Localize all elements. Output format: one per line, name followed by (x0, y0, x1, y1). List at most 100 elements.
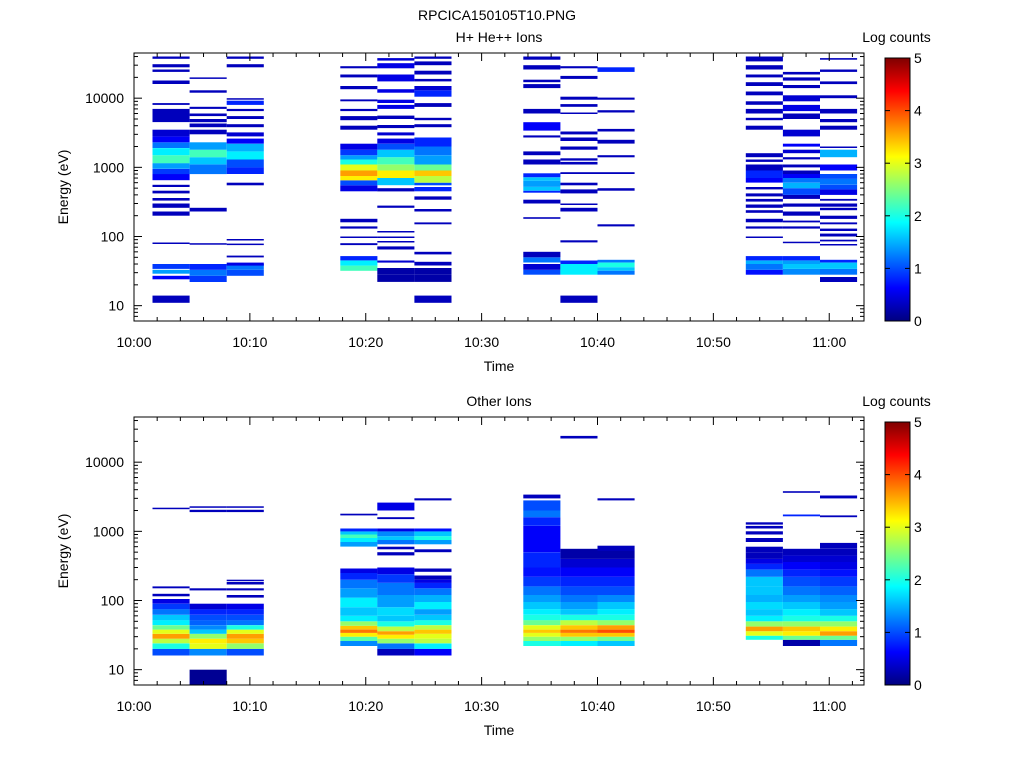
heatmap-cell (820, 233, 858, 237)
heatmap-cell (414, 633, 452, 639)
heatmap-cell (414, 170, 452, 176)
heatmap-cell (377, 115, 415, 119)
heatmap-cell (414, 146, 452, 156)
heatmap-cell (745, 558, 783, 564)
plot-frame (133, 52, 865, 322)
heatmap-cell (377, 621, 415, 627)
heatmap-cell (377, 648, 415, 656)
heatmap-cell (820, 149, 858, 158)
heatmap-cell (152, 609, 190, 615)
x-tick-label: 10:30 (464, 334, 499, 350)
heatmap-cell (523, 257, 561, 263)
heatmap-cell (189, 149, 227, 158)
x-tick-label: 10:10 (232, 334, 267, 350)
heatmap-cell (414, 528, 452, 532)
heatmap-cell (189, 588, 227, 591)
heatmap-cell (414, 124, 452, 128)
heatmap-cell (414, 643, 452, 649)
heatmap-cell (226, 509, 264, 513)
heatmap-cell (340, 629, 378, 633)
heatmap-cell (414, 261, 452, 266)
heatmap-cell (152, 103, 190, 105)
heatmap-cell (414, 498, 452, 501)
heatmap-cell (340, 125, 378, 130)
heatmap-cell (745, 91, 783, 96)
heatmap-cell (377, 536, 415, 540)
heatmap-cell (745, 178, 783, 183)
heatmap-cell (560, 96, 598, 100)
heatmap-cell (560, 295, 598, 303)
heatmap-cell (820, 222, 858, 225)
heatmap-cell (560, 629, 598, 633)
heatmap-cell (377, 528, 415, 532)
heatmap-cell (560, 602, 598, 610)
heatmap-cell (782, 149, 820, 154)
heatmap-cell (782, 260, 820, 264)
heatmap-cell (340, 265, 378, 271)
heatmap-cell (820, 495, 858, 499)
heatmap-cell (820, 95, 858, 99)
heatmap-cell (745, 595, 783, 602)
heatmap-cell (745, 56, 783, 62)
x-tick-label: 10:00 (116, 698, 151, 714)
heatmap-cell (745, 218, 783, 223)
heatmap-cell (820, 58, 858, 60)
heatmap-cell (560, 435, 598, 439)
heatmap-cell (226, 625, 264, 630)
heatmap-cell (152, 648, 190, 656)
heatmap-cell (745, 615, 783, 622)
panel-other-ions: Other Ions 10:00 10:10 10:20 10:30 10:40 10:50… (55, 393, 931, 738)
heatmap-cell (377, 149, 415, 158)
heatmap-cell (340, 243, 378, 246)
heatmap-cell (560, 240, 598, 243)
heatmap-cell (560, 172, 598, 174)
colorbar-label: Log counts (862, 29, 931, 45)
heatmap-cell (560, 614, 598, 621)
heatmap-cell (560, 567, 598, 577)
heatmap-cell (414, 295, 452, 303)
heatmap-cell (152, 148, 190, 156)
heatmap-cell (782, 631, 820, 636)
x-tick-label: 10:10 (232, 698, 267, 714)
heatmap-cell (152, 129, 190, 137)
heatmap-cell (189, 157, 227, 165)
heatmap-cell (340, 143, 378, 150)
heatmap-cell (597, 614, 635, 621)
heatmap-cell (377, 552, 415, 556)
heatmap-cell (597, 636, 635, 641)
heatmap-cell (745, 256, 783, 261)
colorbar-tick-label: 2 (914, 572, 922, 588)
heatmap-cell (523, 180, 561, 187)
heatmap-cell (820, 595, 858, 602)
heatmap-cell (523, 510, 561, 518)
heatmap-cell (226, 648, 264, 656)
heatmap-cell (745, 552, 783, 559)
heatmap-cell (414, 222, 452, 225)
heatmap-cell (226, 614, 264, 621)
heatmap-cell (414, 251, 452, 255)
heatmap-cell (745, 264, 783, 270)
heatmap-cell (152, 586, 190, 589)
heatmap-cell (152, 155, 190, 164)
panel-title: Other Ions (466, 393, 531, 409)
heatmap-cell (340, 149, 378, 156)
heatmap-cell (820, 631, 858, 636)
heatmap-cell (597, 641, 635, 646)
heatmap-cell (152, 275, 190, 280)
heatmap-cell (745, 82, 783, 86)
heatmap-cell (340, 534, 378, 538)
heatmap-cells (152, 435, 858, 685)
heatmap-cell (782, 188, 820, 195)
heatmap-cell (782, 211, 820, 216)
colorbar-gradient (884, 57, 911, 322)
heatmap-cell (189, 123, 227, 128)
heatmap-cell (189, 269, 227, 276)
heatmap-cell (560, 66, 598, 69)
heatmap-cell (226, 159, 264, 168)
heatmap-cell (340, 513, 378, 516)
heatmap-cell (560, 161, 598, 165)
heatmap-cell (189, 603, 227, 610)
heatmap-cell (377, 170, 415, 178)
heatmap-cell (152, 136, 190, 143)
